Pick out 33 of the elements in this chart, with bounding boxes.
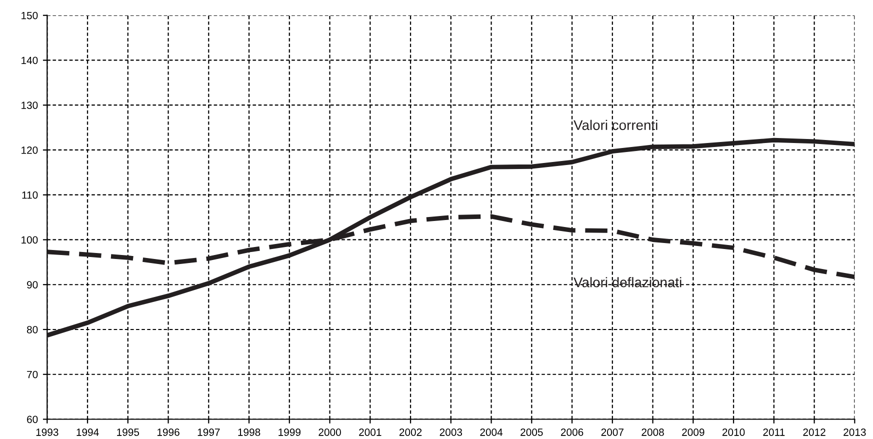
x-tick-label: 2008 [642, 428, 664, 436]
series-label: Valori correnti [574, 120, 658, 130]
x-tick-label: 1997 [198, 428, 220, 436]
x-tick-label: 2004 [480, 428, 503, 436]
y-tick-label: 90 [27, 281, 38, 288]
x-tick-label: 2001 [359, 428, 382, 436]
y-tick-label: 150 [22, 12, 38, 20]
x-tick-label: 1995 [117, 428, 140, 436]
line-series [47, 138, 855, 338]
x-tick-label: 1999 [278, 428, 300, 436]
x-tick-label: 1993 [36, 428, 58, 436]
x-tick-label: 2000 [318, 428, 341, 436]
x-tick-label: 2006 [560, 428, 584, 436]
x-tick-label: 1996 [157, 428, 180, 436]
x-tick-label: 1994 [76, 428, 99, 436]
x-tick-label: 2007 [601, 428, 624, 436]
x-tick-label: 2009 [682, 428, 704, 436]
x-tick-label: 2002 [399, 428, 422, 436]
x-tick-label: 2013 [844, 428, 866, 436]
y-tick-label: 60 [27, 416, 38, 424]
x-tick-label: 1998 [238, 428, 260, 436]
y-tick-label: 80 [26, 326, 38, 334]
x-tick-label: 2011 [763, 428, 785, 436]
y-tick-label: 130 [22, 102, 38, 109]
y-tick-label: 100 [22, 236, 38, 244]
y-tick-label: 70 [27, 370, 38, 378]
x-tick-label: 2005 [520, 428, 543, 436]
x-tick-label: 2003 [440, 428, 462, 436]
y-tick-label: 140 [22, 56, 38, 64]
y-tick-label: 120 [22, 146, 38, 154]
x-tick-label: 2012 [803, 428, 826, 436]
y-tick-label: 110 [22, 191, 38, 199]
x-tick-label: 2010 [722, 428, 745, 436]
